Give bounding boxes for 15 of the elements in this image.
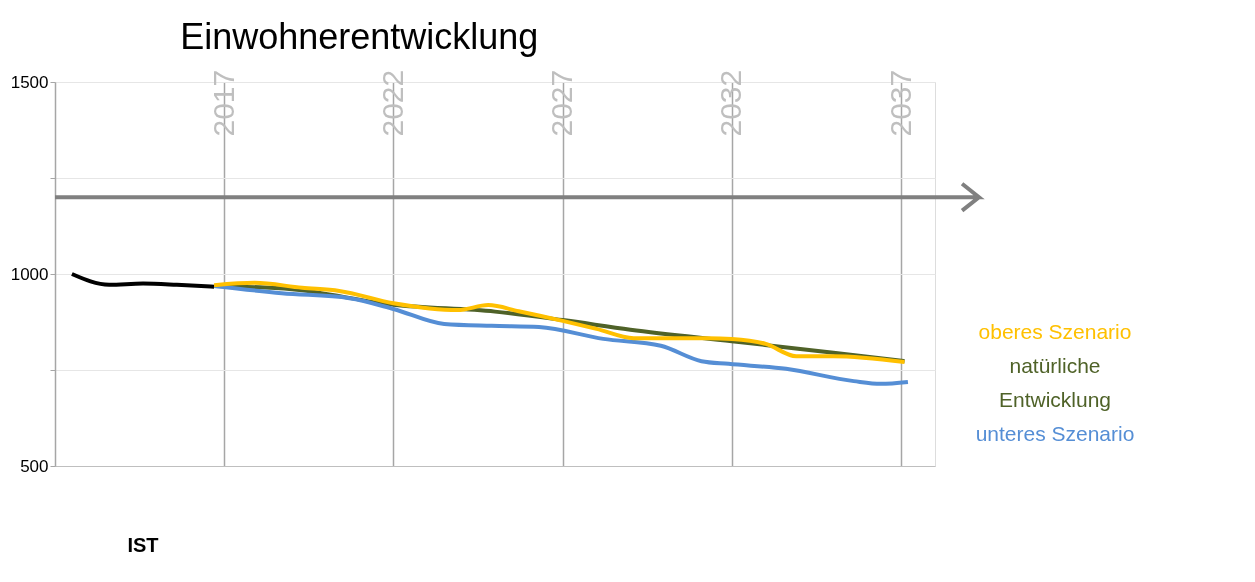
y-tick-label: 500 [20,456,49,476]
y-tick-label: 1000 [10,264,49,284]
text: natürliche Entwicklung [998,354,1112,411]
text: unteres Szenario [975,422,1135,445]
chart-title: Einwohnerentwicklung [180,16,539,58]
line-series [212,283,910,386]
x-tick-label: 2032 [714,69,748,137]
y-tick-label: 1500 [10,72,49,92]
x-tick-label: 2017 [206,69,240,137]
text: IST [127,534,159,556]
x-tick-label: 2037 [883,69,917,137]
x-tick-label: 2027 [545,69,579,137]
text: oberes Szenario [978,320,1132,343]
x-tick-label: 2022 [375,69,409,137]
line-series [69,272,217,289]
